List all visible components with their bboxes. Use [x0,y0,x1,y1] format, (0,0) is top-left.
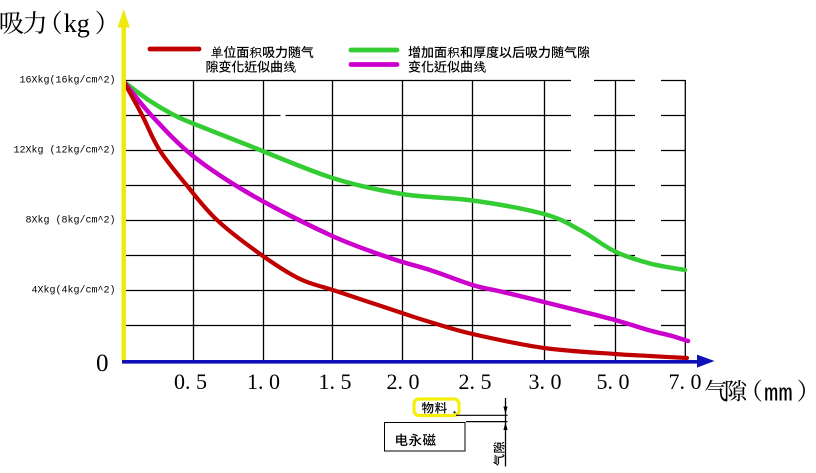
svg-text:0: 0 [96,350,109,377]
svg-text:4Xkg(4kg/cm^2): 4Xkg(4kg/cm^2) [31,285,115,297]
svg-text:2. 0: 2. 0 [387,369,420,394]
svg-text:mm: mm [764,382,793,409]
svg-text:2. 5: 2. 5 [459,369,492,394]
svg-text:0. 5: 0. 5 [174,369,207,394]
svg-text:1. 0: 1. 0 [247,369,280,394]
svg-text:16Xkg(16kg/cm^2): 16Xkg(16kg/cm^2) [19,75,115,87]
svg-text:12Xkg (12kg/cm^2): 12Xkg (12kg/cm^2) [13,145,115,157]
svg-text:kg: kg [64,9,90,38]
svg-text:5. 0: 5. 0 [597,369,630,394]
svg-text:1. 5: 1. 5 [319,369,352,394]
svg-text:7. 0: 7. 0 [669,369,702,394]
svg-text:3. 0: 3. 0 [529,369,562,394]
svg-text:8Xkg (8kg/cm^2): 8Xkg (8kg/cm^2) [25,215,115,227]
